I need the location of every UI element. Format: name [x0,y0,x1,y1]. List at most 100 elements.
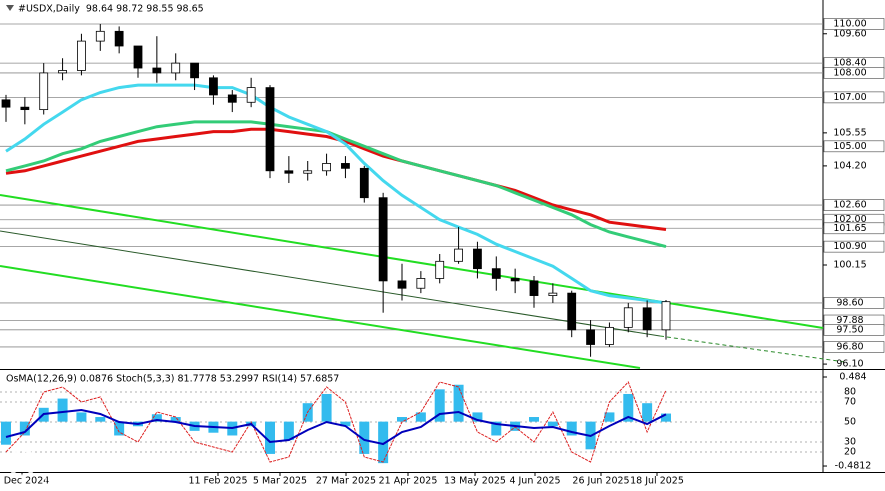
y2-tick-label: 30 [844,437,856,448]
osma-bar [529,417,539,422]
osma-bar [604,412,615,422]
y-tick-label: 96.10 [836,359,863,370]
candle-body [529,280,539,296]
candle-body [416,278,426,289]
candle-body [303,170,313,174]
osma-bar [321,393,332,422]
osma-bar [547,421,558,427]
candle-body [58,70,67,74]
candle-body [171,62,181,74]
moving-average [5,120,667,249]
candle-body [190,62,199,79]
osma-bar [434,389,445,422]
level-label-box [823,199,885,211]
candle-body [341,163,350,169]
osma-bar [661,413,671,422]
osma-bar [491,421,502,436]
level-label-box [823,67,885,79]
x-tick-label: 18 Jul 2025 [630,476,684,487]
candle-body [246,87,256,103]
candle-body [378,197,388,282]
candle-body [359,167,369,199]
level-label-box [823,324,885,336]
level-label: 100.90 [833,241,866,252]
candle-body [661,301,671,331]
channel-line [0,265,641,369]
level-label: 108.00 [833,67,866,78]
candle-body [227,94,237,103]
y-tick-label: 100.15 [833,259,866,270]
osma-bar [453,384,464,422]
candle-body [623,307,633,328]
osma-bar [19,421,30,436]
level-label: 97.88 [836,315,863,326]
trend-line-extension [659,335,846,363]
candle-body [265,87,275,172]
candle-body [322,163,331,172]
candle-body [473,248,482,270]
candle-body [1,99,11,108]
osma-bar [340,421,351,427]
indicator-line [5,381,667,463]
level-label: 98.60 [836,297,863,308]
osma-bar [623,393,634,422]
x-tick-label: 26 Jun 2025 [572,476,629,487]
osma-bar [642,403,653,422]
x-tick-label: 11 Feb 2025 [188,476,247,487]
x-tick-label: 21 Apr 2025 [379,476,438,487]
level-label: 102.00 [833,214,866,225]
candle-body [491,268,501,279]
level-label-box [823,240,885,253]
y2-tick-label: 70 [844,397,856,408]
level-label-box [823,341,885,353]
chart-header: #USDX,Daily 98.64 98.72 98.55 98.65 [18,4,204,15]
x-tick-label: 5 Mar 2025 [253,476,307,487]
level-label: 108.40 [833,58,866,69]
indicator-line [5,408,667,446]
candle-body [209,77,218,96]
logo-name: instaforex [40,441,209,481]
level-label: 105.00 [833,141,866,152]
level-label-box [823,91,885,104]
osma-bar [170,417,181,422]
osma-bar [283,421,294,441]
osma-bar [114,421,125,436]
candle-body [39,72,49,111]
candle-body [397,280,407,289]
level-label: 102.60 [833,200,866,211]
candle-body [586,329,595,345]
level-label: 107.00 [833,92,866,103]
moving-average [5,83,667,305]
y2-tick-label: 50 [844,417,856,428]
level-label: 101.65 [833,223,866,234]
y-tick-label: 105.55 [833,127,866,138]
osma-bar [76,412,87,422]
osma-bar [472,412,483,422]
y-tick-label: -0.4812 [835,461,872,472]
logo-tagline: Instant Forex Trading [44,475,170,489]
osma-bar [57,398,68,422]
logo-icon [7,448,37,478]
level-label: 96.80 [836,341,863,352]
channel-line [0,194,824,329]
osma-bar [415,412,426,422]
symbol-icon [6,5,14,11]
x-tick-label: 13 May 2025 [444,476,506,487]
indicator-header: OsMA(12,26,9) 0.0876 Stoch(5,3,3) 81.777… [6,374,339,385]
level-label-box [823,297,885,309]
candle-body [642,307,652,331]
x-tick-label: 3 Dec 2024 [0,476,49,487]
candle-body [284,170,294,174]
trend-line [0,230,661,337]
y-tick-label: 109.60 [833,28,866,39]
candle-body [20,106,30,111]
candle-body [454,248,463,262]
osma-bar [1,421,11,445]
level-label: 110.00 [833,18,866,29]
osma-bar [359,421,370,454]
level-label-box [823,140,885,153]
y2-tick-label: 20 [844,447,856,458]
y-tick-label: 104.20 [833,160,866,171]
candle-body [510,278,520,282]
